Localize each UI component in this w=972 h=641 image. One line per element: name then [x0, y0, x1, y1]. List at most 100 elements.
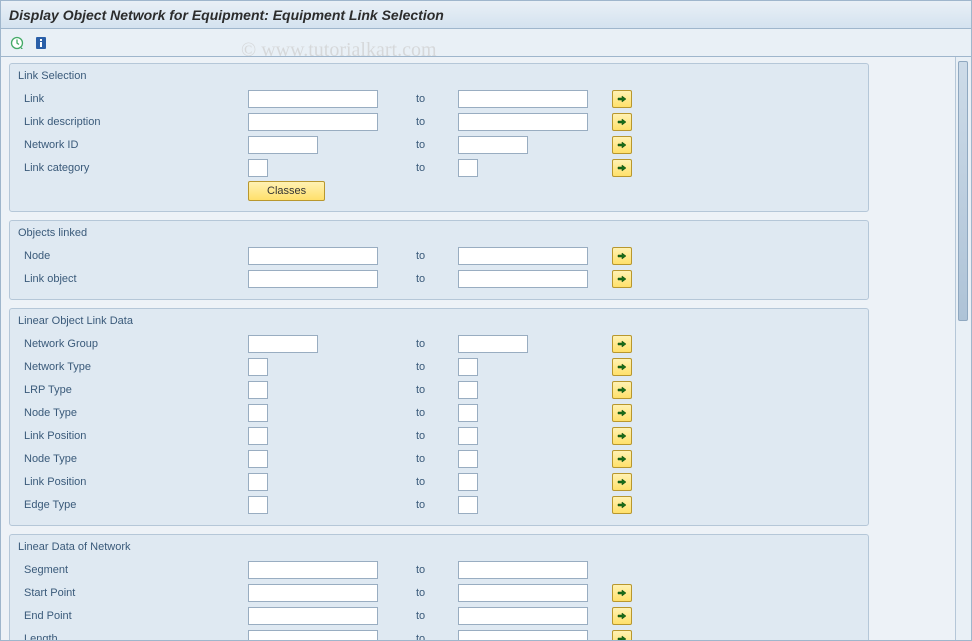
multi-select-cell	[608, 607, 638, 625]
from-input[interactable]	[248, 561, 378, 579]
multiple-selection-button[interactable]	[612, 90, 632, 108]
to-label: to	[398, 610, 458, 622]
multiple-selection-button[interactable]	[612, 496, 632, 514]
page-title: Display Object Network for Equipment: Eq…	[9, 7, 444, 23]
from-cell	[248, 90, 398, 108]
multiple-selection-button[interactable]	[612, 450, 632, 468]
from-input[interactable]	[248, 247, 378, 265]
multi-select-cell	[608, 335, 638, 353]
from-input[interactable]	[248, 427, 268, 445]
to-input[interactable]	[458, 404, 478, 422]
groupbox-title: Objects linked	[18, 227, 860, 239]
from-input[interactable]	[248, 270, 378, 288]
classes-button[interactable]: Classes	[248, 181, 325, 201]
multiple-selection-button[interactable]	[612, 159, 632, 177]
multi-select-cell	[608, 358, 638, 376]
multiple-selection-button[interactable]	[612, 136, 632, 154]
field-label: Length	[18, 633, 248, 641]
from-input[interactable]	[248, 473, 268, 491]
arrow-right-icon	[617, 408, 627, 418]
multi-select-cell	[608, 381, 638, 399]
field-label: Start Point	[18, 587, 248, 599]
scroll-thumb[interactable]	[958, 61, 968, 321]
multiple-selection-button[interactable]	[612, 113, 632, 131]
multiple-selection-button[interactable]	[612, 247, 632, 265]
to-input[interactable]	[458, 113, 588, 131]
to-input[interactable]	[458, 136, 528, 154]
field-label: Network Type	[18, 361, 248, 373]
to-input[interactable]	[458, 427, 478, 445]
to-input[interactable]	[458, 335, 528, 353]
selection-row: Link Positionto	[18, 471, 860, 493]
to-input[interactable]	[458, 159, 478, 177]
to-input[interactable]	[458, 607, 588, 625]
from-cell	[248, 427, 398, 445]
selection-row: End Pointto	[18, 605, 860, 627]
to-input[interactable]	[458, 358, 478, 376]
multiple-selection-button[interactable]	[612, 473, 632, 491]
from-input[interactable]	[248, 607, 378, 625]
info-button[interactable]	[31, 33, 51, 53]
from-input[interactable]	[248, 496, 268, 514]
to-input[interactable]	[458, 630, 588, 641]
to-input[interactable]	[458, 270, 588, 288]
multi-select-cell	[608, 450, 638, 468]
classes-row: Classes	[18, 180, 860, 202]
to-input[interactable]	[458, 584, 588, 602]
multiple-selection-button[interactable]	[612, 584, 632, 602]
to-input[interactable]	[458, 90, 588, 108]
multiple-selection-button[interactable]	[612, 404, 632, 422]
to-cell	[458, 607, 608, 625]
to-cell	[458, 136, 608, 154]
to-cell	[458, 358, 608, 376]
to-label: to	[398, 116, 458, 128]
to-input[interactable]	[458, 496, 478, 514]
vertical-scrollbar[interactable]	[955, 57, 971, 641]
to-input[interactable]	[458, 561, 588, 579]
to-label: to	[398, 476, 458, 488]
multiple-selection-button[interactable]	[612, 607, 632, 625]
field-label: Network Group	[18, 338, 248, 350]
from-input[interactable]	[248, 450, 268, 468]
selection-row: Lengthto	[18, 628, 860, 641]
multiple-selection-button[interactable]	[612, 630, 632, 641]
from-input[interactable]	[248, 159, 268, 177]
to-input[interactable]	[458, 450, 478, 468]
title-bar: Display Object Network for Equipment: Eq…	[1, 1, 971, 29]
groupbox-title: Link Selection	[18, 70, 860, 82]
arrow-right-icon	[617, 339, 627, 349]
to-input[interactable]	[458, 247, 588, 265]
from-input[interactable]	[248, 358, 268, 376]
multi-select-cell	[608, 159, 638, 177]
multiple-selection-button[interactable]	[612, 358, 632, 376]
multi-select-cell	[608, 136, 638, 154]
field-label: Network ID	[18, 139, 248, 151]
execute-button[interactable]	[7, 33, 27, 53]
field-label: Node	[18, 250, 248, 262]
from-input[interactable]	[248, 113, 378, 131]
from-input[interactable]	[248, 136, 318, 154]
from-cell	[248, 496, 398, 514]
from-input[interactable]	[248, 404, 268, 422]
selection-row: Node Typeto	[18, 402, 860, 424]
to-input[interactable]	[458, 473, 478, 491]
from-input[interactable]	[248, 630, 378, 641]
multiple-selection-button[interactable]	[612, 427, 632, 445]
from-input[interactable]	[248, 90, 378, 108]
multi-select-cell	[608, 584, 638, 602]
multiple-selection-button[interactable]	[612, 270, 632, 288]
from-input[interactable]	[248, 584, 378, 602]
selection-row: Network IDto	[18, 134, 860, 156]
multiple-selection-button[interactable]	[612, 335, 632, 353]
selection-row: LRP Typeto	[18, 379, 860, 401]
from-input[interactable]	[248, 381, 268, 399]
toolbar	[1, 29, 971, 57]
clock-execute-icon	[10, 36, 24, 50]
multi-select-cell	[608, 473, 638, 491]
multiple-selection-button[interactable]	[612, 381, 632, 399]
to-input[interactable]	[458, 381, 478, 399]
from-input[interactable]	[248, 335, 318, 353]
selection-row: Link Positionto	[18, 425, 860, 447]
arrow-right-icon	[617, 385, 627, 395]
to-cell	[458, 335, 608, 353]
